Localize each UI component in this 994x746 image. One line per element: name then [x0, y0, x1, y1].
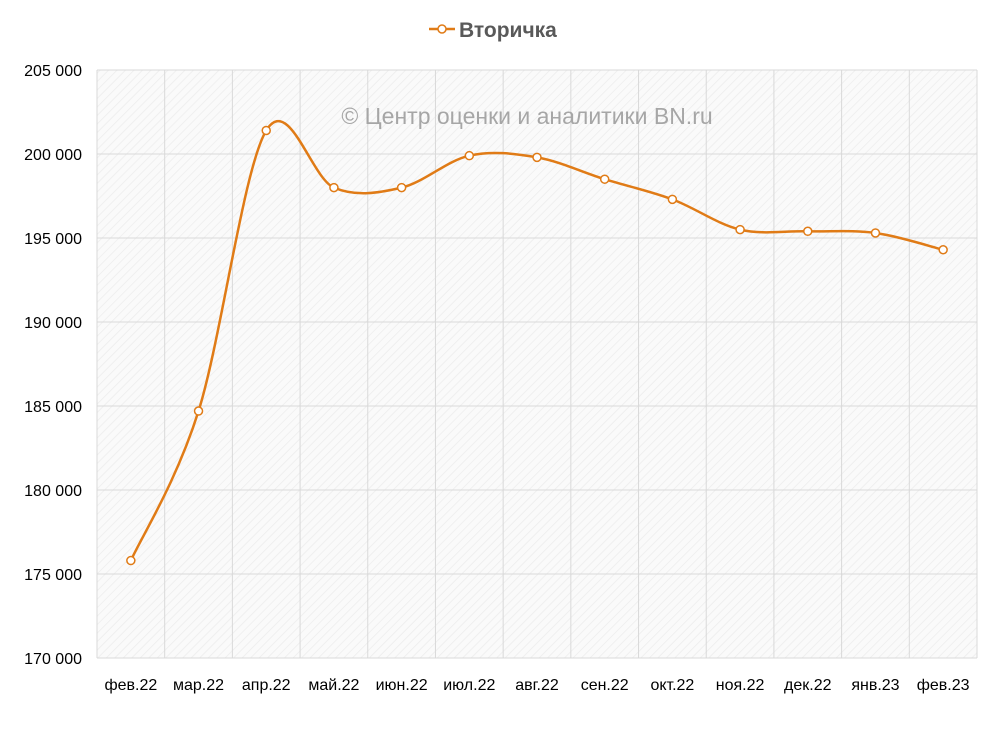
- series-group: [126, 119, 948, 566]
- x-tick-label: окт.22: [650, 677, 694, 694]
- y-tick-label: 175 000: [24, 567, 82, 584]
- data-point: [126, 555, 136, 566]
- y-tick-label: 185 000: [24, 399, 82, 416]
- data-point: [464, 150, 475, 161]
- y-tick-label: 170 000: [24, 651, 82, 668]
- y-tick-label: 195 000: [24, 231, 82, 248]
- x-tick-label: апр.22: [242, 677, 291, 694]
- legend-marker-icon: [437, 24, 447, 34]
- x-tick-label: май.22: [308, 677, 359, 694]
- x-tick-label: янв.23: [851, 677, 899, 694]
- x-tick-label: июн.22: [376, 677, 428, 694]
- data-point: [329, 182, 339, 193]
- data-point: [261, 125, 271, 136]
- plot-area-background: [97, 70, 977, 658]
- x-tick-label: мар.22: [173, 677, 224, 694]
- gridlines: [96, 69, 978, 659]
- x-tick-label: сен.22: [581, 677, 629, 694]
- y-tick-label: 200 000: [24, 147, 82, 164]
- x-tick-label: фев.22: [104, 677, 157, 694]
- data-point: [532, 152, 542, 163]
- data-point: [735, 224, 745, 235]
- x-axis: фев.22 мар.22 апр.22 май.22 июн.22 июл.22 авг.…: [104, 677, 969, 694]
- legend: Вторичка: [429, 19, 557, 42]
- data-point: [667, 194, 678, 205]
- data-point: [396, 182, 407, 193]
- x-tick-label: июл.22: [443, 677, 495, 694]
- y-tick-label: 205 000: [24, 63, 82, 80]
- data-point: [599, 174, 610, 184]
- y-tick-label: 180 000: [24, 483, 82, 500]
- data-point: [803, 226, 813, 237]
- data-point: [870, 228, 881, 238]
- data-point: [193, 406, 204, 416]
- legend-entry: Вторичка: [459, 19, 557, 42]
- data-point: [938, 245, 948, 255]
- y-tick-label: 190 000: [24, 315, 82, 332]
- x-tick-label: ноя.22: [716, 677, 765, 694]
- series-line-0: [129, 119, 944, 562]
- y-axis: 170 000 175 000 180 000 185 000 190 000 195 0…: [24, 63, 82, 668]
- x-tick-label: фев.23: [917, 677, 970, 694]
- x-tick-label: дек.22: [784, 677, 832, 694]
- x-tick-label: авг.22: [515, 677, 559, 694]
- watermark-text: © Центр оценки и аналитики BN.ru: [341, 103, 712, 129]
